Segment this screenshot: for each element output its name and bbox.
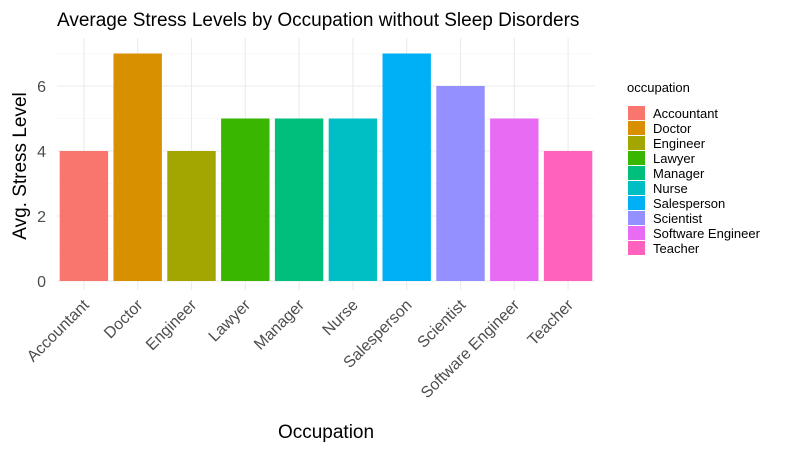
plot-panel bbox=[57, 38, 595, 290]
legend-swatch bbox=[628, 241, 645, 255]
x-axis-title: Occupation bbox=[278, 422, 374, 443]
legend-label: Accountant bbox=[653, 106, 718, 121]
legend-label: Engineer bbox=[653, 136, 706, 151]
legend-label: Nurse bbox=[653, 181, 688, 196]
x-tick-label: Nurse bbox=[320, 297, 362, 339]
bars bbox=[59, 53, 593, 281]
legend-label: Teacher bbox=[653, 241, 700, 256]
legend-title: occupation bbox=[627, 80, 690, 95]
x-tick-label: Accountant bbox=[24, 296, 93, 365]
x-tick-label: Software Engineer bbox=[418, 296, 524, 402]
x-tick-label: Doctor bbox=[101, 296, 147, 342]
y-axis-title: Avg. Stress Level bbox=[10, 92, 31, 240]
legend-swatch bbox=[628, 211, 645, 225]
x-tick-label: Teacher bbox=[525, 296, 578, 349]
bar-software-engineer bbox=[490, 118, 539, 281]
y-tick-label: 2 bbox=[37, 209, 46, 226]
legend-label: Lawyer bbox=[653, 151, 696, 166]
legend: occupation AccountantDoctorEngineerLawye… bbox=[627, 80, 761, 256]
y-tick-label: 4 bbox=[37, 144, 46, 161]
x-tick-label: Lawyer bbox=[206, 296, 255, 345]
legend-items: AccountantDoctorEngineerLawyerManagerNur… bbox=[628, 106, 761, 256]
legend-swatch bbox=[628, 106, 645, 120]
legend-label: Salesperson bbox=[653, 196, 725, 211]
legend-swatch bbox=[628, 136, 645, 150]
x-tick-label: Scientist bbox=[415, 296, 470, 351]
y-tick-label: 6 bbox=[37, 79, 46, 96]
legend-swatch bbox=[628, 166, 645, 180]
bar-nurse bbox=[328, 118, 378, 281]
bar-salesperson bbox=[382, 53, 431, 281]
legend-swatch bbox=[628, 181, 645, 195]
bar-lawyer bbox=[221, 118, 270, 281]
y-tick-label: 0 bbox=[37, 274, 46, 291]
bar-engineer bbox=[167, 151, 216, 281]
legend-swatch bbox=[628, 196, 645, 210]
bar-manager bbox=[274, 118, 324, 281]
y-axis-ticks: 0 2 4 6 bbox=[37, 79, 46, 291]
bar-doctor bbox=[113, 53, 162, 281]
bar-teacher bbox=[543, 151, 593, 281]
legend-label: Scientist bbox=[653, 211, 703, 226]
legend-swatch bbox=[628, 226, 645, 240]
bar-accountant bbox=[59, 151, 109, 281]
legend-label: Manager bbox=[653, 166, 705, 181]
legend-swatch bbox=[628, 121, 645, 135]
legend-label: Software Engineer bbox=[653, 226, 761, 241]
bar-scientist bbox=[436, 86, 485, 281]
legend-swatch bbox=[628, 151, 645, 165]
x-tick-label: Manager bbox=[251, 296, 308, 353]
chart-title: Average Stress Levels by Occupation with… bbox=[57, 10, 579, 31]
x-tick-label: Engineer bbox=[143, 296, 201, 354]
legend-label: Doctor bbox=[653, 121, 692, 136]
